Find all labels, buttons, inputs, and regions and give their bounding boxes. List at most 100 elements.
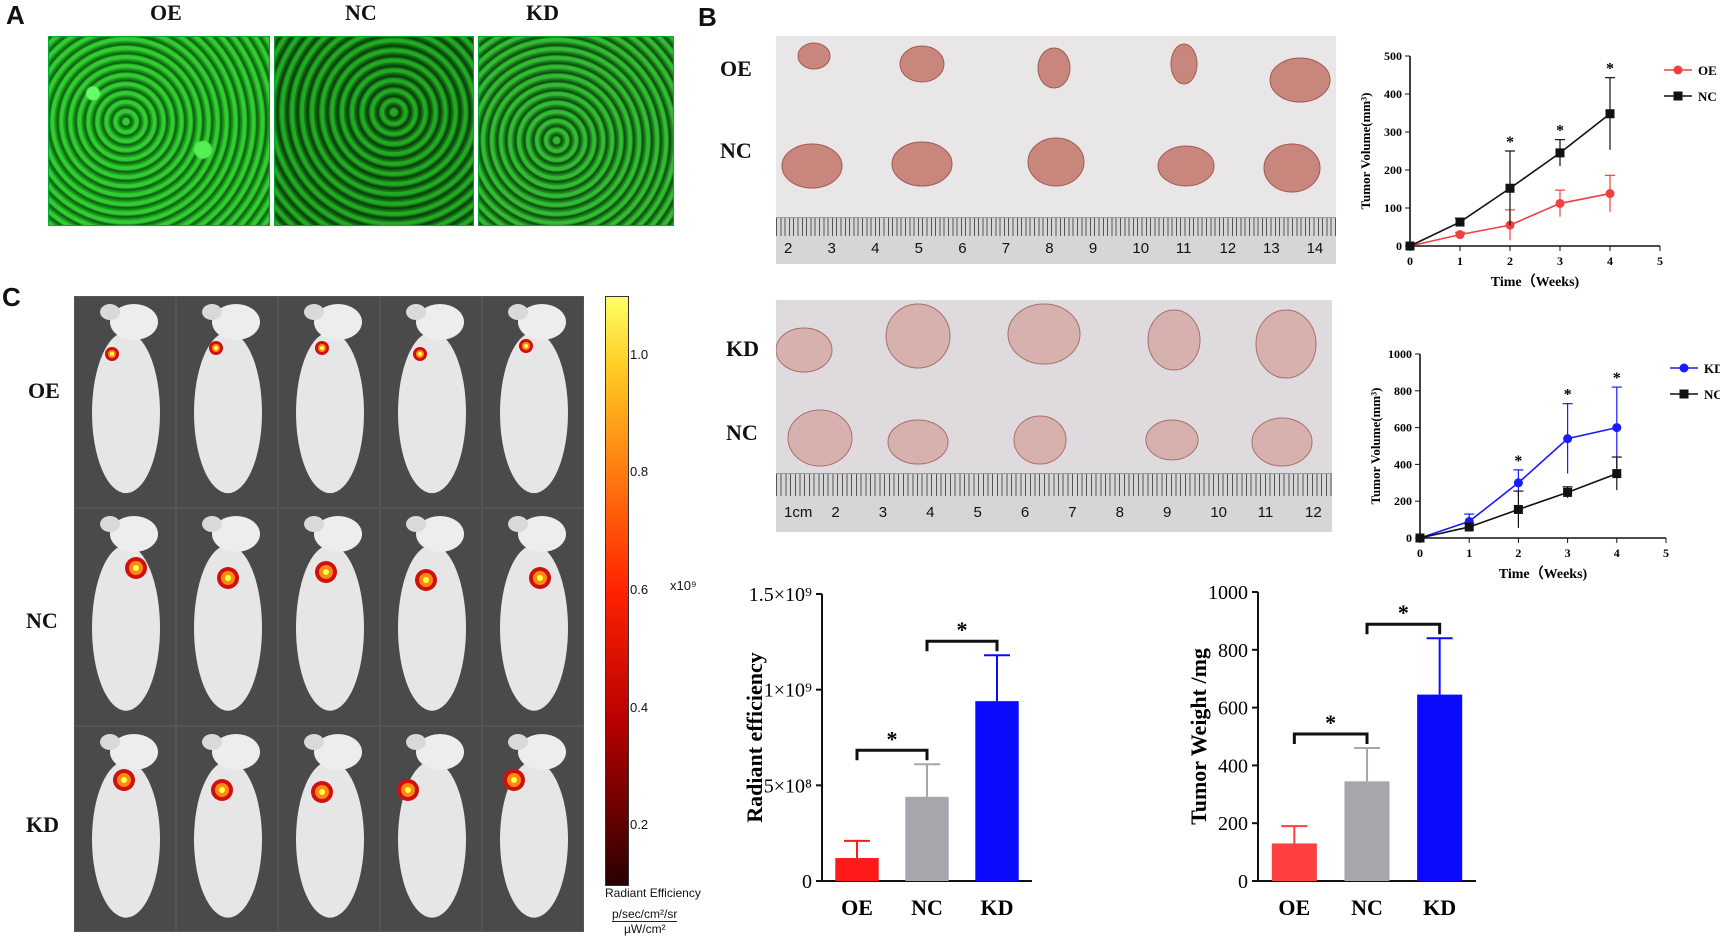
ruler-tick-label: 10 xyxy=(1132,240,1150,257)
mouse-ear xyxy=(100,516,120,532)
mouse-body xyxy=(398,545,466,711)
data-point xyxy=(1505,183,1515,193)
data-point xyxy=(1405,241,1415,251)
x-tick-label: NC xyxy=(911,895,943,920)
mouse-head xyxy=(314,734,362,770)
significance-star: * xyxy=(957,617,968,642)
y-tick-label: 0 xyxy=(1238,871,1248,893)
fluorescence-spot-peak xyxy=(511,777,517,783)
data-point xyxy=(1605,109,1615,119)
mouse-body xyxy=(194,761,262,918)
mouse-head xyxy=(416,516,464,552)
tumor-photo-bottom-drawing xyxy=(776,303,1317,467)
mouse-head xyxy=(416,304,464,340)
mouse-row-label-oe: OE xyxy=(28,378,60,403)
fluorescence-spot-peak xyxy=(121,777,127,783)
y-tick-label: 1.5×10⁹ xyxy=(749,584,812,606)
ruler-tick-label: 8 xyxy=(1115,504,1124,521)
fluorescence-spot-peak xyxy=(110,352,114,356)
ruler-tick-label: 3 xyxy=(878,504,888,521)
mouse-head xyxy=(518,304,566,340)
x-tick-label: 5 xyxy=(1657,254,1663,268)
mouse-head xyxy=(212,734,260,770)
mouse-head xyxy=(212,516,260,552)
data-point xyxy=(1605,189,1615,199)
ruler-tick-label: 8 xyxy=(1045,240,1054,257)
fluorescence-spot-peak xyxy=(225,575,231,581)
mouse-ear xyxy=(100,734,120,750)
fluorescence-spot-peak xyxy=(214,346,218,350)
ruler-tick-label: 3 xyxy=(827,240,836,257)
significance-star: * xyxy=(1398,600,1409,625)
mouse-body xyxy=(500,761,568,918)
x-tick-label: 3 xyxy=(1565,546,1571,560)
significance-star: * xyxy=(1613,370,1621,387)
ruler-bottom-minor-ticks xyxy=(776,474,1332,496)
mouse-ear xyxy=(508,516,528,532)
ruler-top-minor-ticks xyxy=(776,218,1336,236)
photo-top-label-oe: OE xyxy=(720,56,752,81)
ruler-tick-label: 9 xyxy=(1162,504,1172,521)
mouse-ear xyxy=(202,734,222,750)
bar-chart-radiant-efficiency: 0 5×10⁸ 1×10⁹ 1.5×10⁹ Radiant efficiency OE NC… xyxy=(742,584,1032,920)
mouse-ear xyxy=(304,734,324,750)
data-point xyxy=(1563,487,1573,497)
y-tick-label: 600 xyxy=(1394,421,1412,435)
colorbar-tick-label: 0.8 xyxy=(630,464,649,480)
significance-bracket xyxy=(1292,732,1369,745)
y-tick-label: 1×10⁹ xyxy=(764,680,812,702)
x-tick-label: 2 xyxy=(1507,254,1513,268)
mouse-row-label-kd: KD xyxy=(26,812,59,837)
y-tick-label: 200 xyxy=(1394,494,1412,508)
panel-a-label-nc: NC xyxy=(345,0,377,25)
ruler-tick-label: 6 xyxy=(958,240,967,257)
y-tick-label: 800 xyxy=(1394,384,1412,398)
ruler-tick-label: 4 xyxy=(926,504,935,521)
y-tick-label: 0 xyxy=(802,871,812,893)
x-tick-label: 0 xyxy=(1417,546,1423,560)
mouse-head xyxy=(212,304,260,340)
data-point xyxy=(1563,434,1573,444)
panel-a-label-oe: OE xyxy=(150,0,182,25)
x-tick-label: 5 xyxy=(1663,546,1669,560)
legend-marker xyxy=(1679,389,1689,399)
ruler-top-labels: 2 3 4 5 6 7 8 9 10 11 12 13 14 xyxy=(776,240,1336,260)
ruler-tick-label: 2 xyxy=(784,240,793,257)
x-tick-label: 4 xyxy=(1607,254,1613,268)
mouse-ear xyxy=(406,304,426,320)
mouse-head xyxy=(110,516,158,552)
mouse-ear xyxy=(304,516,324,532)
significance-star: * xyxy=(1606,61,1614,78)
y-tick-label: 400 xyxy=(1218,755,1248,777)
data-point xyxy=(1612,423,1622,433)
photo-bottom-label-kd: KD xyxy=(726,336,759,361)
tumor-photo-top-drawing xyxy=(781,42,1331,193)
x-axis-label: Time（Weeks) xyxy=(1491,274,1580,290)
x-tick-label: OE xyxy=(841,895,873,920)
ruler-tick-label: 13 xyxy=(1263,240,1280,257)
data-point xyxy=(1455,217,1465,227)
x-tick-label: NC xyxy=(1351,895,1383,920)
x-tick-label: 1 xyxy=(1466,546,1472,560)
ruler-tick-label: 12 xyxy=(1305,504,1322,521)
y-axis-label: Radiant efficiency xyxy=(742,652,767,822)
legend-marker xyxy=(1673,91,1683,101)
fluorescence-spot-peak xyxy=(323,569,329,575)
fluorescence-image-kd xyxy=(478,36,674,226)
bar-nc xyxy=(1344,781,1390,881)
colorbar-tick-label: 1.0 xyxy=(630,346,649,362)
ruler-tick-label: 11 xyxy=(1257,504,1274,521)
mouse-ear xyxy=(304,304,324,320)
ruler-tick-label: 6 xyxy=(1020,504,1030,521)
significance-star: * xyxy=(1556,123,1564,140)
colorbar-scale: x10⁹ xyxy=(670,578,697,593)
significance-bracket xyxy=(1365,622,1442,635)
colorbar-ticks: 1.0 0.8 0.6 0.4 0.2 xyxy=(630,296,690,884)
data-point xyxy=(1555,198,1565,208)
colorbar-tick-label: 0.2 xyxy=(630,817,649,833)
ruler-tick-label: 5 xyxy=(973,504,982,521)
y-tick-label: 600 xyxy=(1218,698,1248,720)
mouse-image-grid xyxy=(74,296,584,932)
mouse-body xyxy=(92,545,160,711)
significance-bracket xyxy=(925,639,999,652)
